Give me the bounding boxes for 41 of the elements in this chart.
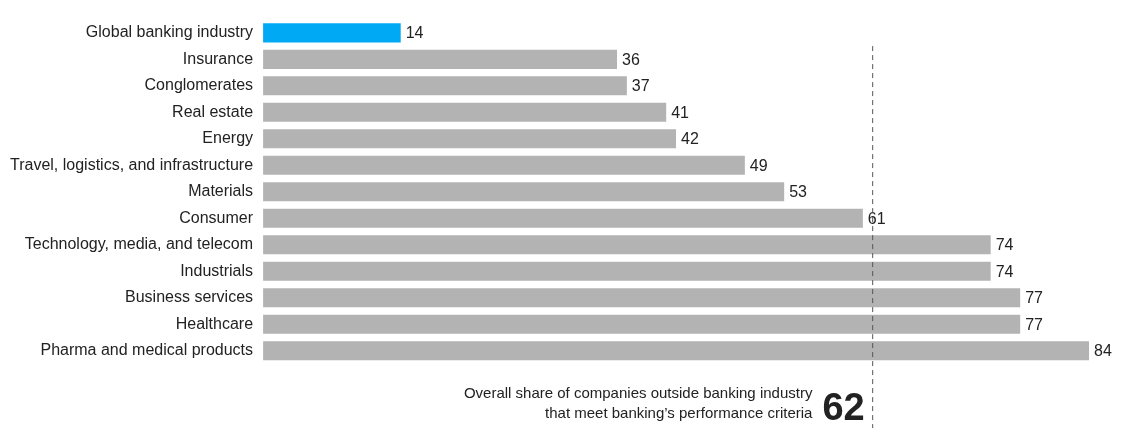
y-tick-label: Consumer (179, 208, 254, 226)
data-label: 36 (622, 50, 640, 68)
data-label: 37 (631, 77, 650, 95)
bar (263, 23, 401, 43)
data-label: 53 (789, 183, 808, 201)
y-tick-label: Real estate (172, 102, 254, 120)
bar (263, 49, 618, 69)
y-tick-label: Healthcare (175, 314, 254, 332)
data-label: 41 (671, 103, 690, 121)
bar (263, 314, 1021, 334)
bar (263, 182, 785, 202)
data-label: 84 (1094, 342, 1112, 360)
y-tick-label: Pharma and medical products (40, 341, 254, 359)
data-label: 61 (867, 209, 886, 227)
bar (263, 102, 667, 122)
bar (263, 261, 991, 281)
data-label: 77 (1025, 315, 1044, 333)
y-tick-label: Business services (125, 288, 254, 306)
bar (263, 288, 1021, 308)
y-tick-label: Energy (202, 129, 254, 147)
y-tick-label: Technology, media, and telecom (24, 235, 254, 253)
data-label: 74 (995, 236, 1014, 254)
y-tick-label: Conglomerates (144, 76, 254, 94)
data-label: 42 (681, 130, 699, 148)
bar (263, 129, 677, 149)
bar (263, 341, 1089, 361)
data-label: 77 (1025, 289, 1044, 307)
y-tick-label: Materials (188, 182, 254, 200)
data-label: 74 (995, 262, 1014, 280)
bar (263, 208, 863, 228)
bar (263, 76, 627, 96)
data-label: 14 (405, 24, 424, 42)
bar (263, 235, 991, 255)
annotation: 62 (822, 386, 865, 428)
y-tick-label: Insurance (182, 49, 254, 67)
text: Overall share of companies outside banking industry that meet banking’s performance criteria (463, 384, 814, 421)
data-label: 49 (749, 156, 768, 174)
bar (263, 155, 745, 175)
y-tick-label: Travel, logistics, and infrastructure (9, 155, 254, 173)
y-tick-label: Industrials (180, 261, 254, 279)
y-tick-label: Global banking industry (85, 23, 254, 41)
